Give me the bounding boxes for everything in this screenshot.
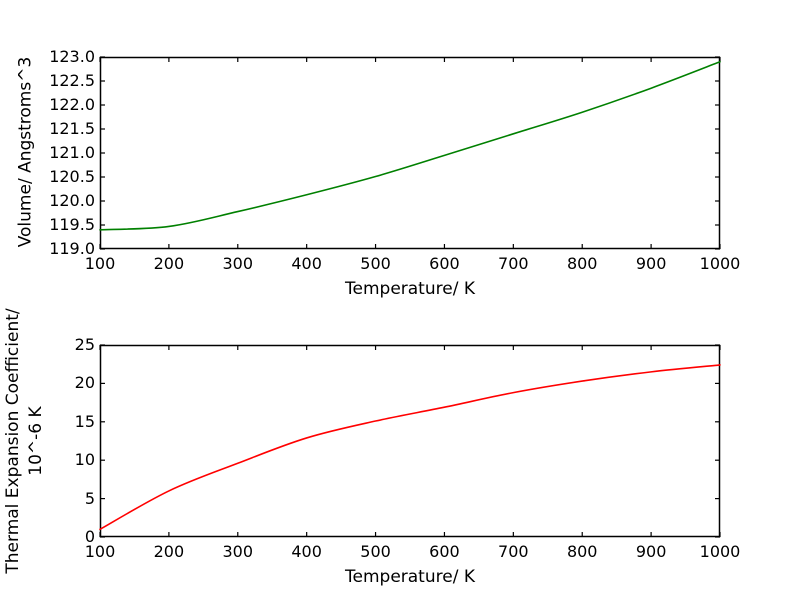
y-tick-label: 120.5	[49, 167, 95, 186]
expansion-plot-area	[99, 344, 721, 538]
volume-plot-area	[99, 56, 721, 250]
x-tick-label: 100	[84, 542, 116, 561]
y-tick-label: 123.0	[49, 47, 95, 66]
x-tick-label: 300	[222, 254, 254, 273]
x-tick-label: 100	[84, 254, 116, 273]
x-tick-label: 500	[360, 254, 391, 273]
x-tick-label: 700	[498, 542, 529, 561]
plot-frame	[99, 56, 721, 250]
y-tick-label: 25	[74, 335, 95, 354]
x-tick-label: 400	[291, 254, 322, 273]
volume-subplot: Volume/ Angstroms^3 Temperature/ K 100 20…	[16, 47, 741, 299]
y-tick-label: 121.5	[49, 119, 95, 138]
thermal-expansion-curve	[99, 364, 721, 531]
y-tick-label: 0	[84, 527, 95, 546]
x-tick-label: 900	[635, 254, 667, 273]
y-tick-label: 122.5	[49, 71, 95, 90]
x-tick-label: 600	[429, 254, 460, 273]
x-tick-label: 1000	[699, 542, 741, 561]
y-tick-label: 119.5	[49, 215, 95, 234]
y-tick-label: 5	[84, 488, 95, 508]
plot-frame	[99, 344, 721, 538]
x-tick-label: 200	[153, 542, 185, 561]
expansion-subplot: Thermal Expansion Coefficient/ 10^-6 K T…	[3, 308, 740, 587]
x-tick-label: 900	[635, 542, 667, 561]
x-tick-label: 400	[291, 542, 322, 561]
expansion-y-axis-label-line1: Thermal Expansion Coefficient/	[3, 308, 23, 574]
x-tick-label: 600	[429, 542, 460, 561]
x-tick-label: 800	[566, 542, 598, 561]
y-tick-label: 120.0	[49, 191, 95, 210]
y-tick-label: 119.0	[49, 239, 95, 258]
volume-x-axis-label: Temperature/ K	[345, 279, 475, 299]
y-tick-label: 121.0	[49, 143, 95, 162]
x-tick-label: 300	[222, 542, 254, 561]
x-tick-label: 700	[498, 254, 529, 273]
y-tick-label: 10	[74, 450, 95, 470]
expansion-x-axis-label: Temperature/ K	[345, 567, 475, 587]
y-tick-label: 15	[74, 411, 95, 431]
x-tick-label: 1000	[699, 254, 741, 273]
x-tick-label: 800	[566, 254, 598, 273]
y-tick-label: 20	[74, 373, 95, 393]
x-tick-label: 200	[153, 254, 185, 273]
x-tick-label: 500	[360, 542, 391, 561]
volume-curve	[99, 61, 721, 231]
y-tick-label: 122.0	[49, 95, 95, 114]
